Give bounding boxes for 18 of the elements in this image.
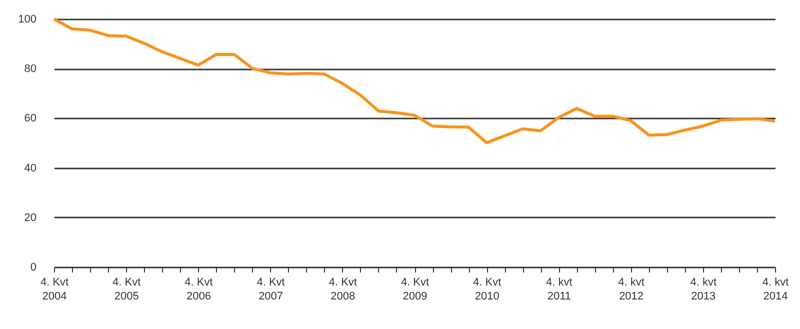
- y-tick-label: 100: [18, 14, 36, 26]
- x-tick-label: 4. kvt 2013: [690, 276, 717, 302]
- x-tick-label: 4. kvt 2014: [762, 276, 789, 302]
- x-tick-label: 4. Kvt 2007: [256, 276, 285, 302]
- x-tick-label: 4. kvt 2011: [546, 276, 572, 302]
- x-tick-label: 4. kvt 2012: [618, 276, 644, 302]
- line-series: [52, 18, 776, 144]
- x-tick-label: 4. Kvt 2005: [112, 276, 141, 302]
- y-tick-label: 0: [30, 262, 36, 274]
- y-tick-label: 40: [24, 162, 36, 174]
- x-tick-label: 4. Kvt 2009: [400, 276, 430, 302]
- y-tick-label: 20: [24, 212, 36, 224]
- x-tick-label: 4. Kvt 2008: [328, 276, 357, 302]
- x-tick-label: 4. Kvt 2010: [473, 276, 502, 302]
- x-tick-label: 4. Kvt 2006: [184, 276, 213, 302]
- y-tick-label: 60: [24, 112, 36, 125]
- y-tick-label: 80: [24, 63, 36, 76]
- x-tick-label: 4. Kvt 2004: [40, 276, 69, 302]
